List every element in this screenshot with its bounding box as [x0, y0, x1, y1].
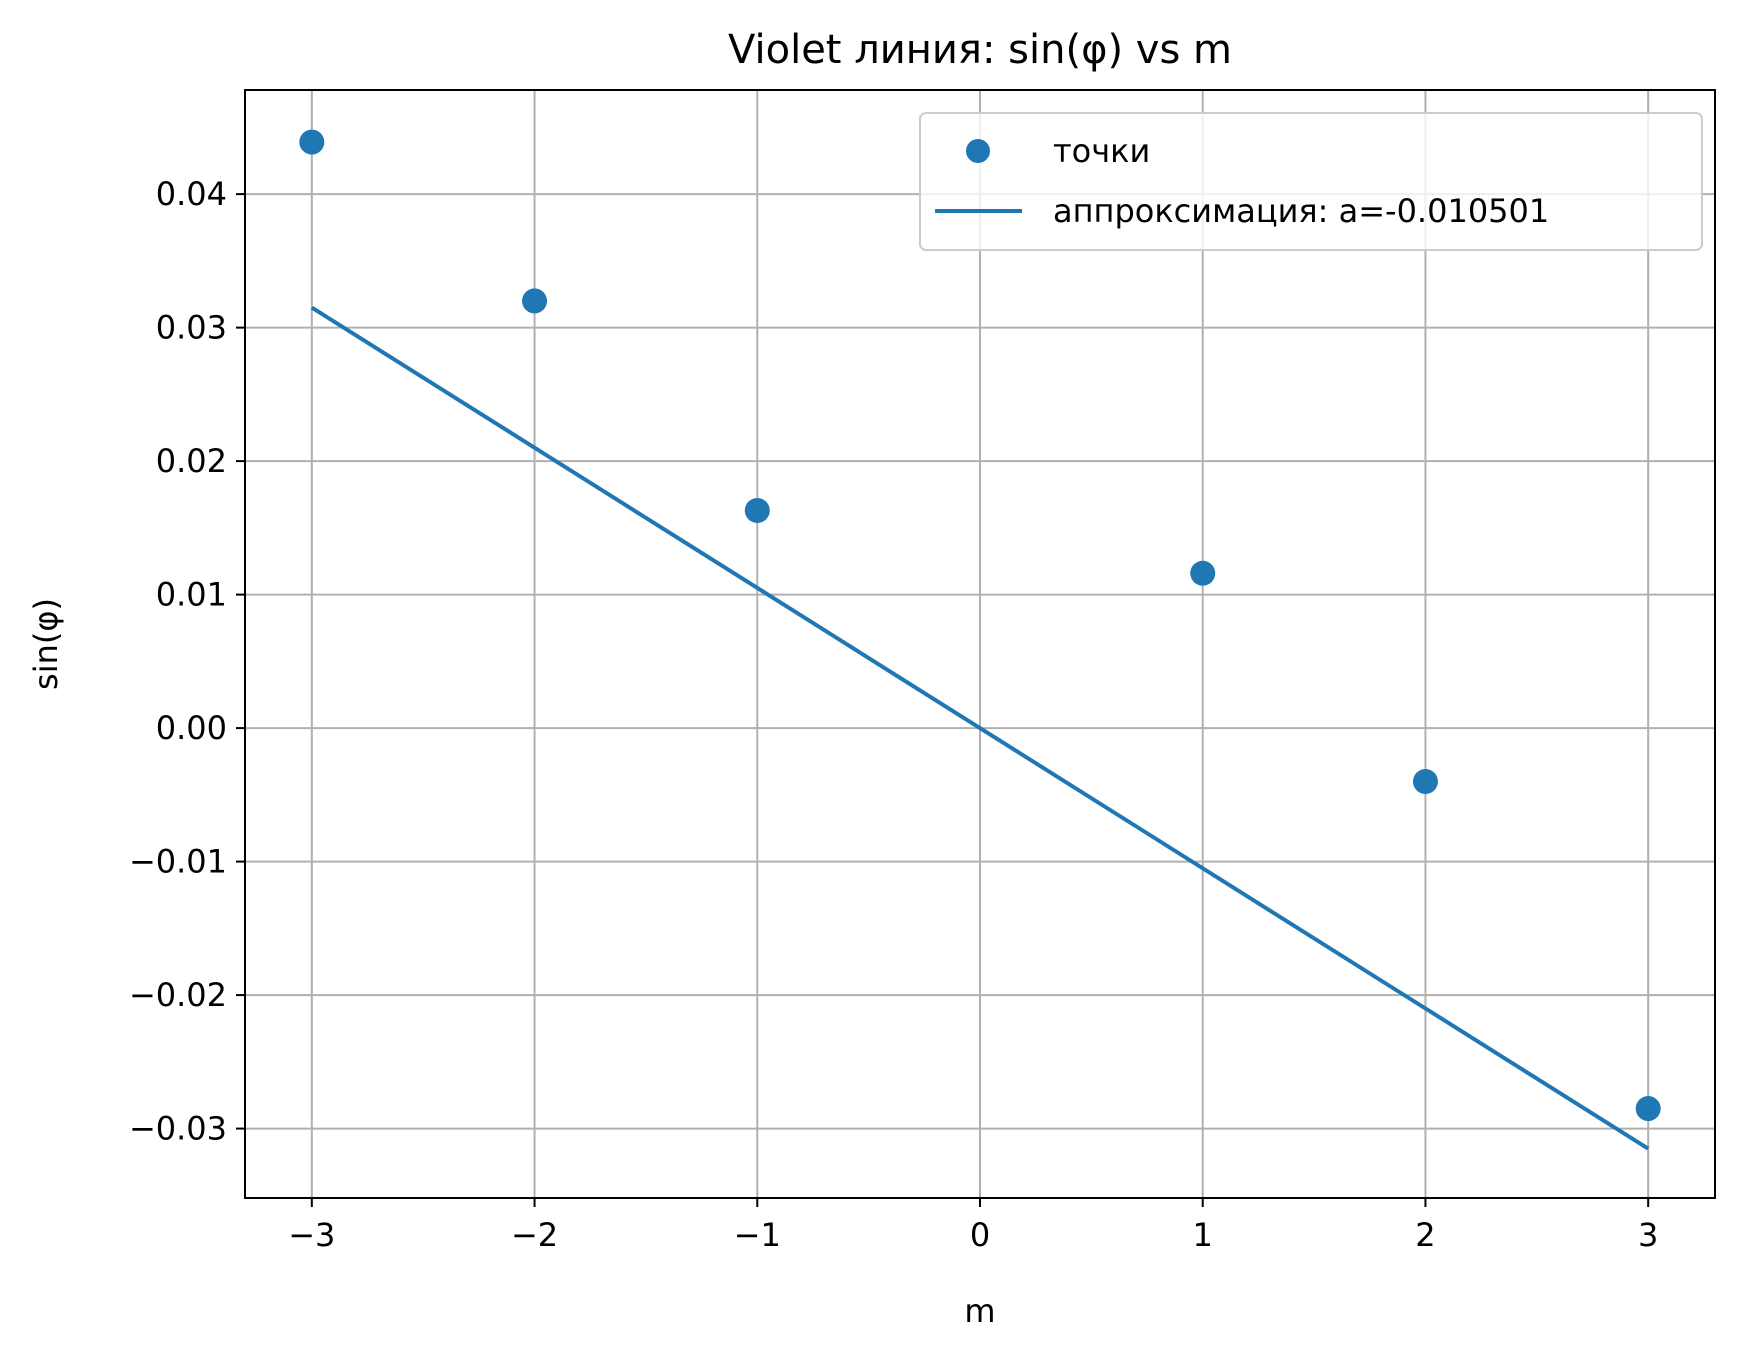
y-axis-label: sin(φ) [27, 598, 65, 690]
data-point [522, 288, 548, 314]
x-tick-label: 2 [1415, 1216, 1435, 1254]
y-tick-label: −0.03 [129, 1110, 227, 1148]
y-tick-label: 0.02 [156, 442, 227, 480]
axis-ticks: −3 −2 −1 0 1 2 3 −0.03 −0.02 −0.01 0.00 0.01 0.02 0.0… [129, 175, 1658, 1254]
data-point [744, 498, 770, 524]
y-tick-label: −0.01 [129, 843, 227, 881]
x-axis-label: m [964, 1292, 995, 1330]
y-tick-label: 0.03 [156, 309, 227, 347]
x-tick-label: −2 [511, 1216, 558, 1254]
legend-box [919, 112, 1703, 251]
legend-label-line: аппроксимация: a=-0.010501 [1053, 192, 1549, 230]
x-tick-label: 3 [1638, 1216, 1658, 1254]
x-tick-label: −3 [288, 1216, 335, 1254]
data-point [1635, 1096, 1661, 1122]
legend-label-points: точки [1053, 132, 1150, 170]
legend: точки аппроксимация: a=-0.010501 [919, 112, 1703, 251]
y-tick-label: 0.00 [156, 709, 227, 747]
y-tick-label: −0.02 [129, 976, 227, 1014]
data-point [299, 129, 325, 155]
x-tick-label: 1 [1193, 1216, 1213, 1254]
legend-marker-points [966, 139, 990, 163]
y-tick-label: 0.01 [156, 576, 227, 614]
scatter-points-layer [299, 129, 1661, 1122]
chart-title: Violet линия: sin(φ) vs m [728, 27, 1232, 73]
fit-line [310, 305, 1650, 1151]
x-tick-label: 0 [970, 1216, 990, 1254]
data-point [1190, 560, 1216, 586]
y-tick-label: 0.04 [156, 175, 227, 213]
x-tick-label: −1 [734, 1216, 781, 1254]
fit-line-layer [310, 305, 1650, 1151]
data-point [1412, 768, 1438, 794]
